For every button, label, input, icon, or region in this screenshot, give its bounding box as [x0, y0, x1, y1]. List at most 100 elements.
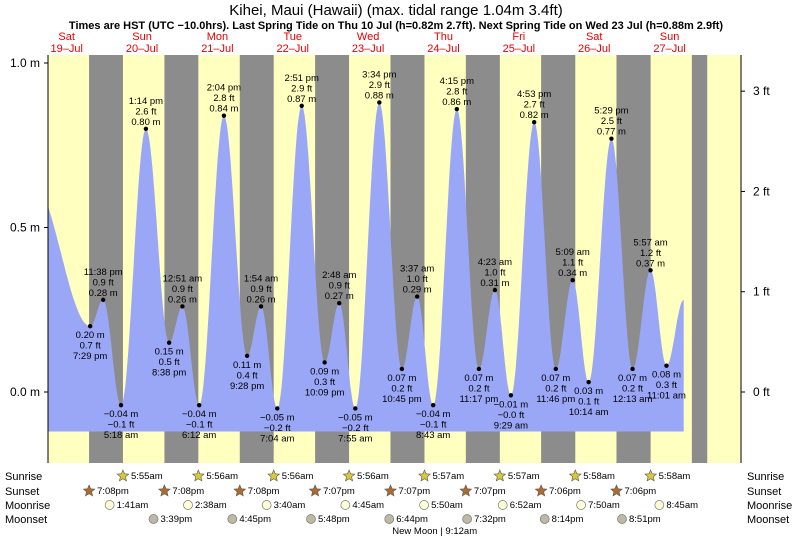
tide-label: 0.26 m — [247, 294, 276, 305]
tide-label: 0.2 ft — [545, 383, 566, 394]
row-label-left: Moonset — [5, 514, 47, 526]
moonrise-time: 7:50am — [588, 500, 620, 511]
tide-label: 0.34 m — [558, 268, 587, 279]
tide-label: 2.5 ft — [601, 116, 622, 127]
astro-rows: Sunrise Sunrise Sunset Sunset Moonrise Moonri… — [5, 469, 792, 537]
tide-label: −0.01 m — [494, 399, 529, 410]
sunset-time: 7:08pm — [97, 486, 129, 497]
day-name: Sun — [660, 31, 680, 43]
tide-label: 0.09 m — [310, 366, 339, 377]
tide-label: 0.7 ft — [80, 341, 101, 352]
tide-marker — [180, 304, 185, 309]
sunset-time: 7:06pm — [549, 486, 581, 497]
moonrise-time: 8:45am — [666, 500, 698, 511]
left-tick-label: 0.5 m — [10, 221, 40, 235]
tide-label: 1:54 am — [244, 273, 278, 284]
sunset-time: 7:08pm — [248, 486, 280, 497]
sunrise-icon — [116, 469, 130, 482]
day-date: 19–Jul — [50, 43, 82, 55]
tide-marker — [299, 103, 304, 108]
tide-label: 0.15 m — [155, 347, 184, 358]
sunrise-time: 5:57am — [432, 471, 464, 482]
day-name: Mon — [207, 31, 228, 43]
tide-label: 2.8 ft — [213, 93, 234, 104]
left-tick-label: 0.0 m — [10, 385, 40, 399]
moonrise-icon — [104, 500, 115, 510]
tide-label: 0.1 ft — [578, 397, 599, 408]
tide-label: 0.3 ft — [656, 380, 677, 391]
tide-label: 0.82 m — [520, 110, 549, 121]
tide-label: 2.9 ft — [291, 83, 312, 94]
tide-label: 0.5 ft — [159, 357, 180, 368]
row-label-right: Moonset — [747, 514, 789, 526]
tide-label: 0.9 ft — [172, 284, 193, 295]
sunrise-icon — [568, 469, 582, 482]
tide-label: 0.11 m — [233, 360, 261, 371]
tide-label: 0.77 m — [597, 127, 626, 138]
day-date: 25–Jul — [503, 43, 535, 55]
tide-label: 7:04 am — [260, 433, 294, 444]
tide-marker — [244, 353, 250, 359]
moonset-time: 5:48pm — [318, 514, 350, 525]
sunrise-time: 5:58am — [659, 471, 691, 482]
row-label-right: Moonrise — [747, 500, 792, 512]
moonset-icon — [617, 514, 627, 524]
tide-label: 1.2 ft — [640, 248, 661, 259]
tide-label: 0.9 ft — [93, 277, 114, 288]
moonset-icon — [227, 514, 238, 524]
tide-label: 10:14 am — [569, 407, 609, 418]
moonrise-time: 5:50am — [431, 500, 463, 511]
tide-label: 0.28 m — [89, 288, 118, 299]
tide-label: 7:55 am — [338, 433, 372, 444]
sunset-icon — [610, 484, 623, 497]
sunset-time: 7:06pm — [624, 486, 656, 497]
tide-label: −0.1 ft — [186, 420, 213, 431]
tide-label: 1.0 ft — [407, 274, 428, 285]
sunrise-time: 5:56am — [282, 471, 314, 482]
sunrise-icon — [191, 469, 205, 482]
tide-marker — [353, 406, 358, 411]
day-headers: Sat19–JulSun20–JulMon21–JulTue22–JulWed2… — [50, 31, 685, 55]
tide-label: 1.1 ft — [562, 258, 583, 269]
right-tick-label: 1 ft — [753, 285, 770, 299]
tide-marker — [399, 366, 405, 372]
tide-marker — [664, 363, 669, 368]
sunrise-icon — [418, 469, 431, 482]
tide-marker — [609, 136, 614, 141]
tide-label: −0.1 ft — [108, 420, 135, 431]
row-label-left: Sunrise — [5, 471, 42, 483]
tide-label: 10:09 pm — [305, 387, 345, 398]
sunrise-time: 5:58am — [583, 471, 615, 482]
tide-label: 11:17 pm — [459, 394, 498, 405]
moonset-time: 6:44pm — [396, 514, 428, 525]
day-date: 26–Jul — [578, 43, 610, 55]
right-tick-label: 3 ft — [753, 84, 770, 98]
tide-label: 0.20 m — [76, 330, 105, 341]
tide-label: 2:04 pm — [207, 83, 241, 94]
row-label-right: Sunrise — [747, 471, 784, 483]
moonrise-icon — [654, 500, 665, 510]
moonset-icon — [384, 514, 395, 524]
tide-marker — [630, 366, 635, 372]
tide-marker — [570, 277, 575, 283]
day-date: 21–Jul — [201, 43, 233, 55]
tide-marker — [430, 402, 436, 408]
right-tick-label: 2 ft — [753, 184, 770, 198]
tide-label: 5:18 am — [104, 430, 138, 441]
tide-label: 0.80 m — [131, 117, 160, 128]
tide-label: 0.9 ft — [250, 284, 271, 295]
day-date: 22–Jul — [277, 43, 309, 55]
tide-marker — [553, 366, 558, 372]
day-name: Wed — [357, 31, 379, 43]
new-moon-label: New Moon | 9:12am — [392, 526, 477, 537]
tide-label: −0.1 ft — [420, 420, 447, 431]
day-date: 23–Jul — [352, 43, 384, 55]
sunrise-time: 5:57am — [508, 471, 540, 482]
axes: 1.0 m 0.5 m 0.0 m 3 ft 2 ft 1 ft 0 ft — [0, 55, 793, 463]
tide-label: 9:29 am — [494, 420, 528, 431]
tide-label: 0.31 m — [480, 278, 509, 289]
moonrise-time: 4:45am — [352, 500, 384, 511]
tide-label: 3:34 pm — [362, 69, 396, 80]
